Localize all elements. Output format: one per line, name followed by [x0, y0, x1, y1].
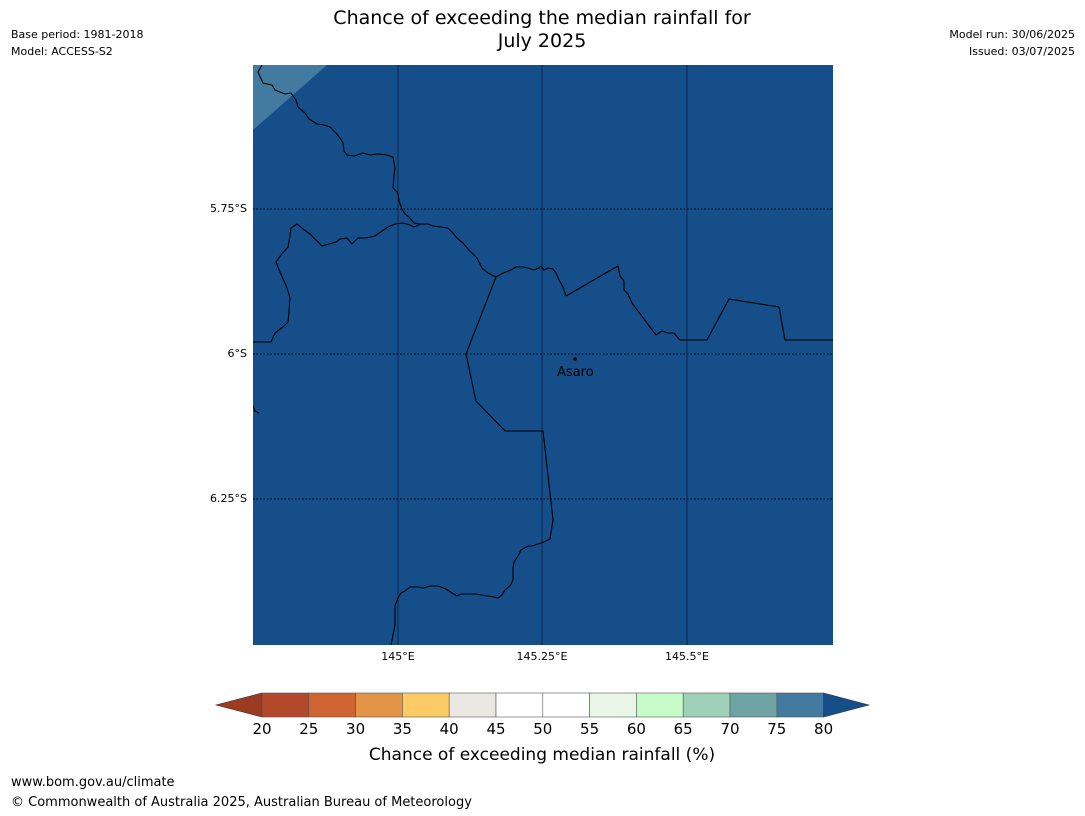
place-label-asaro: Asaro — [557, 365, 594, 380]
colorbar-title: Chance of exceeding median rainfall (%) — [368, 745, 716, 765]
boundary-west-edge — [253, 405, 260, 414]
boundary-south — [390, 276, 554, 645]
colorbar-tick-label: 45 — [486, 720, 506, 738]
colorbar-tick-label: 75 — [767, 720, 787, 738]
model-name: Model: ACCESS-S2 — [11, 45, 113, 58]
asaro-marker — [573, 357, 577, 361]
colorbar-tick-label: 35 — [392, 720, 412, 738]
colorbar-tick-label: 25 — [299, 720, 319, 738]
colorbar-tick-label: 80 — [814, 720, 834, 738]
colorbar-over-arrow — [823, 692, 871, 718]
colorbar-segment — [729, 692, 778, 718]
lat-label-6-25: 6.25°S — [210, 492, 247, 505]
colorbar-tick-label: 30 — [346, 720, 366, 738]
colorbar-segment — [448, 692, 497, 718]
map-title: Chance of exceeding the median rainfall … — [242, 7, 842, 53]
footer-copyright: © Commonwealth of Australia 2025, Austra… — [11, 795, 472, 810]
model-run: Model run: 30/06/2025 — [949, 28, 1075, 41]
boundary-central — [253, 222, 567, 343]
colorbar-segment — [495, 692, 544, 718]
colorbar-tick-label: 60 — [626, 720, 646, 738]
colorbar-segment — [355, 692, 403, 718]
province-boundaries — [253, 65, 833, 645]
footer-url: www.bom.gov.au/climate — [11, 775, 175, 790]
colorbar-tick-label: 55 — [580, 720, 600, 738]
boundary-east — [565, 265, 833, 341]
lat-label-5-75: 5.75°S — [210, 202, 247, 215]
colorbar-segment — [636, 692, 684, 718]
lon-label-145: 145°E — [381, 650, 415, 663]
probability-zone-70-75 — [253, 65, 327, 130]
lon-label-145-5: 145.5°E — [665, 650, 709, 663]
title-line-1: Chance of exceeding the median rainfall … — [333, 7, 751, 29]
colorbar-segment — [776, 692, 824, 718]
colorbar-tick-label: 50 — [533, 720, 553, 738]
colorbar-segment — [589, 692, 637, 718]
colorbar-segment — [308, 692, 356, 718]
colorbar-tick-label: 40 — [439, 720, 459, 738]
colorbar-segment — [682, 692, 731, 718]
colorbar-segment — [261, 692, 310, 718]
lat-label-6: 6°S — [227, 347, 247, 360]
colorbar-tick-label: 20 — [252, 720, 272, 738]
colorbar-tick-label: 65 — [673, 720, 693, 738]
colorbar-segment — [542, 692, 590, 718]
title-line-2: July 2025 — [497, 30, 587, 52]
meta-left: Base period: 1981-2018 Model: ACCESS-S2 — [11, 26, 143, 60]
meridians — [397, 65, 688, 645]
colorbar-tick-label: 70 — [720, 720, 740, 738]
colorbar — [214, 692, 871, 718]
issued-date: Issued: 03/07/2025 — [968, 45, 1075, 58]
colorbar-segment — [402, 692, 450, 718]
parallels — [253, 208, 833, 500]
meta-right: Model run: 30/06/2025 Issued: 03/07/2025 — [949, 26, 1075, 60]
colorbar-under-arrow — [214, 692, 263, 718]
lon-label-145-25: 145.25°E — [516, 650, 568, 663]
boundary-northwest — [257, 65, 422, 225]
map-background — [253, 65, 833, 645]
base-period: Base period: 1981-2018 — [11, 28, 144, 41]
